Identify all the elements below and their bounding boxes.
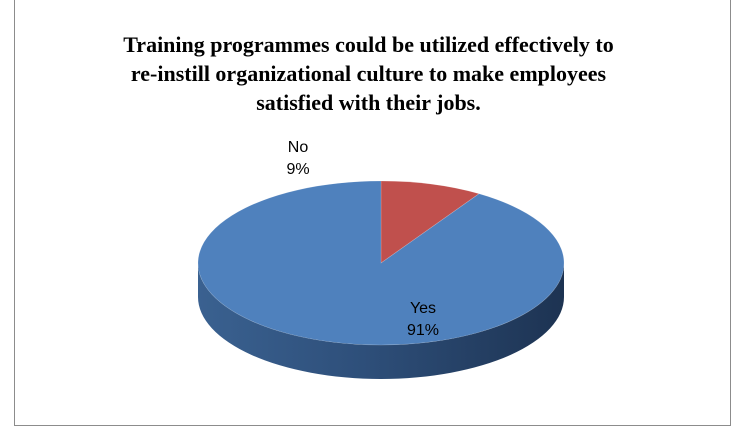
chart-title-line-3: satisfied with their jobs.: [256, 90, 481, 115]
chart-title-line-1: Training programmes could be utilized ef…: [123, 32, 614, 57]
pie-slice-yes: [197, 180, 565, 346]
data-label-no-name: No: [288, 139, 309, 156]
pie-side-yes: [198, 263, 564, 379]
data-label-yes-name: Yes: [410, 300, 436, 317]
data-label-no-value: 9%: [286, 161, 309, 178]
chart-title-line-2: re-instill organizational culture to mak…: [130, 61, 607, 86]
chart-title: Training programmes could be utilized ef…: [0, 30, 737, 117]
data-label-yes-value: 91%: [407, 322, 439, 339]
pie-slice-no: [380, 180, 480, 264]
